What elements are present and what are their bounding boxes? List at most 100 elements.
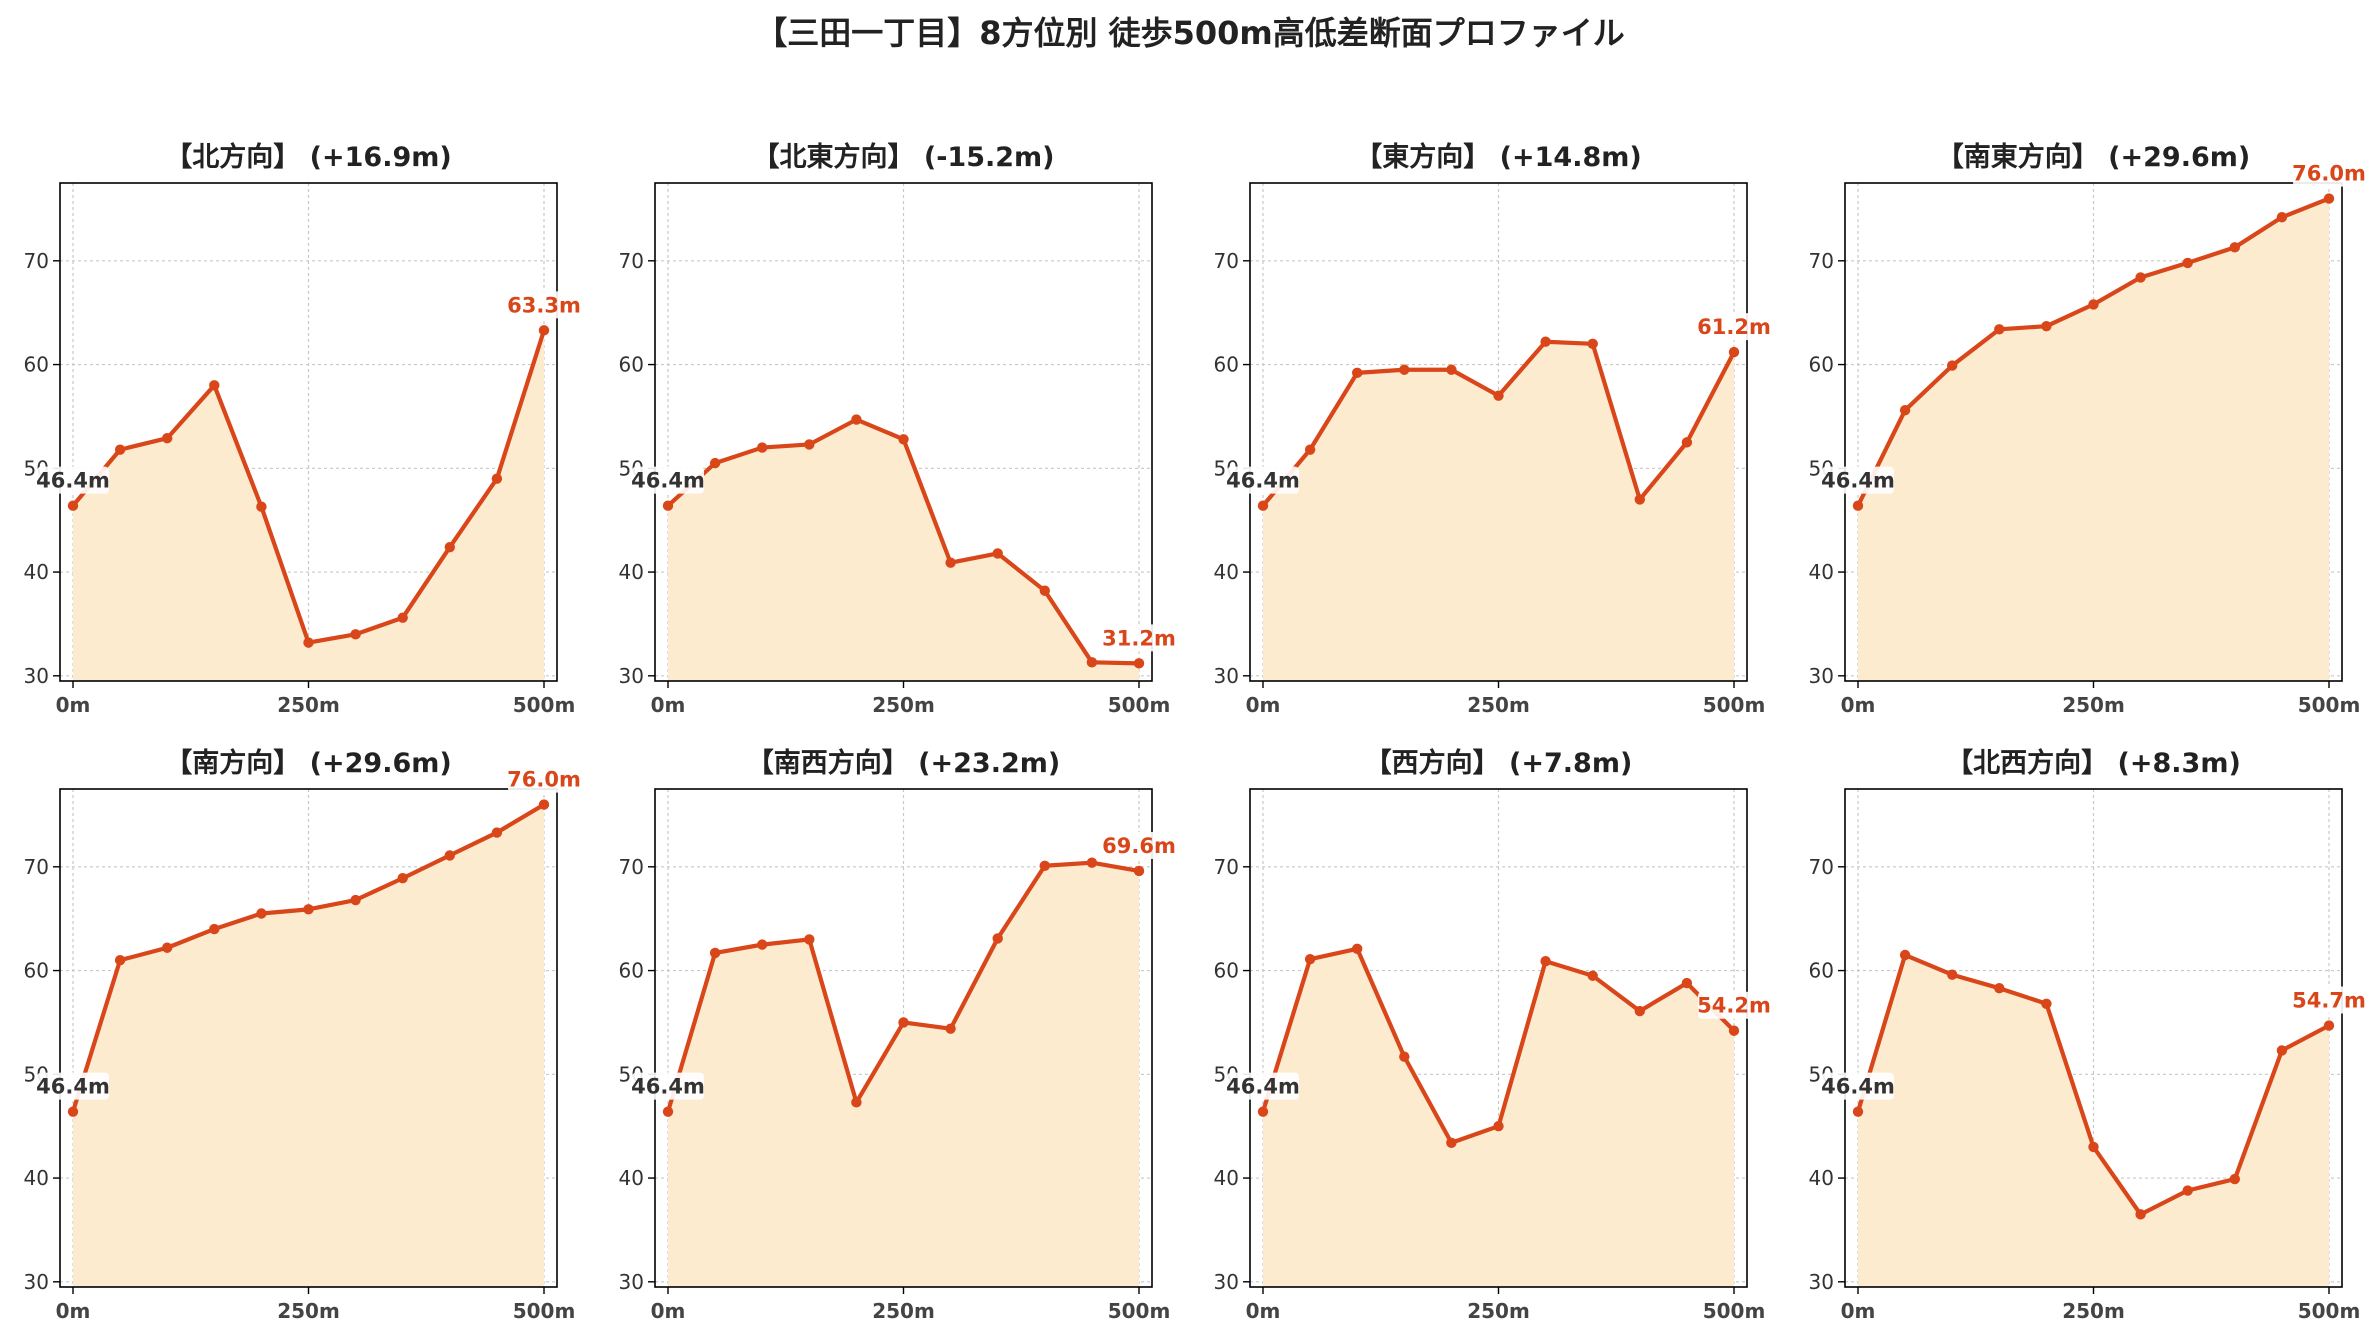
y-tick-label: 40 (1809, 560, 1834, 584)
data-point (2323, 193, 2335, 204)
data-point (709, 947, 721, 959)
data-point (444, 541, 455, 553)
y-tick-label: 70 (619, 249, 644, 273)
data-point (1994, 983, 2005, 994)
data-point (1257, 500, 1269, 511)
x-tick-label: 250m (2062, 1299, 2125, 1323)
start-label: 46.4m (631, 1075, 705, 1099)
start-label: 46.4m (631, 469, 705, 493)
data-point (804, 934, 815, 945)
data-point (1540, 336, 1551, 347)
data-point (491, 473, 503, 484)
data-point (1039, 585, 1051, 596)
data-point (2088, 299, 2099, 310)
data-point (2229, 1173, 2240, 1185)
y-tick-label: 40 (24, 560, 49, 584)
x-tick-label: 250m (1467, 1299, 1530, 1323)
data-point (2323, 1020, 2335, 1031)
data-point (1133, 865, 1145, 877)
data-point (1634, 494, 1646, 505)
elevation-area (73, 804, 544, 1287)
end-label-box (1103, 624, 1175, 652)
end-label-box (508, 291, 580, 319)
x-tick-label: 0m (651, 693, 686, 717)
y-tick-label: 70 (24, 855, 49, 879)
end-label-box (1698, 313, 1770, 341)
start-label-box (37, 1072, 109, 1100)
end-label: 31.2m (1102, 626, 1176, 650)
data-point (851, 1097, 862, 1108)
data-point (1086, 857, 1098, 868)
data-point (1899, 949, 1911, 961)
start-label: 46.4m (1226, 469, 1300, 493)
y-tick-label: 30 (1809, 664, 1834, 688)
end-label: 61.2m (1697, 315, 1771, 339)
y-tick-label: 40 (619, 560, 644, 584)
data-point (945, 1023, 956, 1034)
end-label: 76.0m (507, 768, 581, 792)
x-tick-label: 500m (1703, 1299, 1766, 1323)
data-point (992, 933, 1003, 944)
x-tick-label: 250m (277, 1299, 340, 1323)
data-point (303, 637, 314, 648)
data-point (1994, 324, 2005, 335)
panel-title: 【南西方向】 (+23.2m) (747, 747, 1060, 779)
data-point (945, 557, 956, 568)
x-tick-label: 0m (651, 1299, 686, 1323)
end-label: 54.7m (2292, 989, 2366, 1013)
y-tick-label: 60 (1214, 959, 1239, 983)
y-tick-label: 30 (24, 664, 49, 688)
data-point (1681, 977, 1693, 989)
data-point (1681, 437, 1693, 448)
y-tick-label: 40 (1809, 1166, 1834, 1190)
end-label: 63.3m (507, 293, 581, 317)
y-tick-label: 60 (619, 959, 644, 983)
data-point (256, 908, 267, 919)
data-point (1899, 405, 1911, 416)
data-point (114, 444, 126, 455)
panel-title: 【東方向】 (+14.8m) (1355, 141, 1641, 173)
y-tick-label: 40 (619, 1166, 644, 1190)
start-label: 46.4m (36, 1075, 110, 1099)
data-point (1352, 367, 1363, 379)
data-point (1634, 1005, 1646, 1017)
start-label-box (37, 466, 109, 494)
start-label-box (632, 1072, 704, 1100)
end-label: 54.2m (1697, 994, 1771, 1018)
data-point (162, 942, 173, 953)
panel-title: 【北方向】 (+16.9m) (165, 141, 451, 173)
data-point (1947, 360, 1958, 371)
data-point (350, 629, 361, 640)
data-point (1852, 1106, 1864, 1117)
data-point (2041, 320, 2052, 332)
data-point (1540, 956, 1551, 967)
start-label: 46.4m (36, 469, 110, 493)
data-point (992, 548, 1003, 559)
data-point (1446, 1137, 1457, 1148)
data-point (662, 1106, 674, 1117)
end-label: 69.6m (1102, 834, 1176, 858)
x-tick-label: 0m (56, 693, 91, 717)
y-tick-label: 60 (1809, 353, 1834, 377)
start-label: 46.4m (1226, 1075, 1300, 1099)
data-point (67, 1106, 79, 1117)
y-tick-label: 70 (1809, 855, 1834, 879)
y-tick-label: 40 (1214, 560, 1239, 584)
data-point (444, 850, 455, 861)
start-label-box (1227, 1072, 1299, 1100)
data-point (804, 439, 815, 450)
x-tick-label: 500m (513, 693, 576, 717)
data-point (898, 1017, 909, 1028)
y-tick-label: 30 (1214, 1270, 1239, 1294)
elevation-area (1263, 948, 1734, 1287)
start-label-box (1822, 466, 1894, 494)
data-point (2135, 272, 2146, 283)
data-point (303, 904, 314, 915)
